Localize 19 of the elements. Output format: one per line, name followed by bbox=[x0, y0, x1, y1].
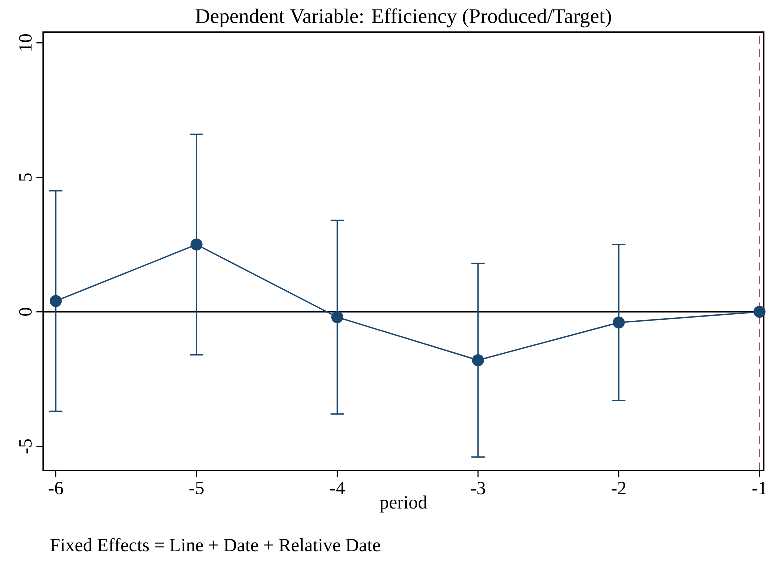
point bbox=[613, 316, 626, 329]
x-axis-title: period bbox=[380, 496, 428, 513]
x-tick-label: -4 bbox=[330, 482, 346, 494]
x-tick-label: -5 bbox=[190, 482, 204, 495]
y-tick-label: -5 bbox=[20, 439, 32, 454]
point bbox=[754, 306, 766, 318]
point bbox=[190, 238, 203, 251]
y-tick-label: 0 bbox=[19, 308, 32, 316]
text: Fixed Effects = Line + Date + Relative Date bbox=[50, 538, 380, 552]
y-tick-label: 5 bbox=[20, 174, 32, 182]
x-tick-label: -2 bbox=[612, 482, 626, 494]
point bbox=[332, 311, 344, 324]
x-tick-label: -6 bbox=[48, 482, 64, 495]
chart-title: Dependent Variable: Efficiency (Produced/Target) bbox=[196, 8, 612, 28]
y-tick-label: 10 bbox=[19, 34, 32, 51]
x-tick-label: -1 bbox=[752, 482, 766, 494]
x-tick-label: -3 bbox=[471, 482, 486, 495]
point bbox=[472, 354, 484, 366]
point bbox=[50, 295, 62, 308]
